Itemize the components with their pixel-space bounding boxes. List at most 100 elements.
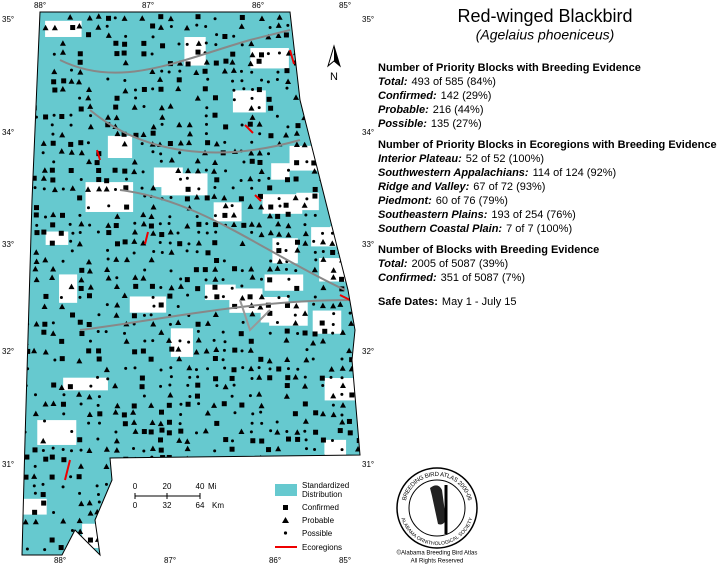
probable [51,68,58,75]
absent-block [229,288,263,313]
possible [259,410,263,414]
confirmed [139,384,145,390]
possible [169,196,173,200]
probable [168,474,175,481]
possible [97,313,101,317]
possible [222,348,226,352]
possible [142,105,146,109]
possible [69,123,73,127]
possible [53,358,57,362]
possible [186,474,190,478]
absent-block [45,231,69,245]
possible [143,555,146,558]
probable [221,67,228,74]
possible [96,230,100,234]
probable [150,321,157,327]
confirmed [247,121,253,127]
probable [212,159,219,165]
probable [50,265,57,272]
stat-label: Southeastern Plains: [378,209,488,221]
confirmed [70,312,76,318]
confirmed [94,160,100,166]
probable [239,508,246,514]
lon-label: 88° [54,556,66,565]
ecoregion-red [244,124,254,134]
probable [59,303,66,310]
legend-label: Probable [302,516,335,525]
possible [242,87,246,91]
confirmed [223,58,229,64]
lat-label: 32° [362,347,374,356]
probable [76,78,83,85]
possible [338,70,342,74]
probable [337,301,344,307]
possible [95,484,99,488]
confirmed [31,175,37,181]
confirmed [184,196,190,202]
probable [123,338,130,344]
probable [213,346,220,353]
possible [259,474,263,478]
stat-value: 142 (29%) [441,90,492,102]
possible [313,295,317,299]
probable [32,410,39,417]
probable [212,276,219,282]
absent-block [82,523,118,548]
confirmed [267,277,273,283]
absent-block [45,20,82,37]
probable [213,537,220,544]
possible [41,482,45,486]
confirmed [213,60,219,66]
probable [77,69,84,75]
confirmed [96,348,102,354]
confirmed [41,329,47,335]
probable [114,130,121,137]
legend-label: Standardized [302,481,349,490]
possible [132,446,136,450]
lat-label: 34° [2,128,14,137]
possible [195,250,199,254]
probable [68,149,75,155]
probable [87,123,94,130]
probable [347,68,354,75]
probable [239,240,246,247]
probable [339,33,346,39]
probable [78,149,85,156]
confirmed [320,50,326,56]
probable [86,86,93,93]
confirmed [22,103,28,109]
confirmed [283,32,289,38]
possible [96,437,100,441]
probable [265,33,272,40]
lon-label: 87° [164,556,176,565]
probable [193,69,200,76]
possible [71,231,75,235]
confirmed [238,196,244,202]
confirmed [214,177,220,183]
confirmed [338,78,344,84]
probable [148,256,155,263]
confirmed [292,411,298,417]
confirmed [284,177,290,183]
confirmed [96,356,102,362]
confirmed [158,302,164,308]
probable [355,510,360,517]
possible [214,230,218,234]
confirmed [312,186,318,192]
probable [292,320,299,326]
probable [86,158,93,165]
probable [33,276,40,283]
possible [357,458,360,462]
absent-block [232,90,266,113]
confirmed [150,527,156,533]
probable [212,266,219,272]
possible [32,484,36,488]
possible [68,222,72,226]
confirmed [285,375,291,381]
confirmed [177,241,183,247]
probable [148,402,155,408]
confirmed [256,87,262,93]
probable [150,230,157,236]
probable [330,274,337,280]
probable [204,320,211,326]
